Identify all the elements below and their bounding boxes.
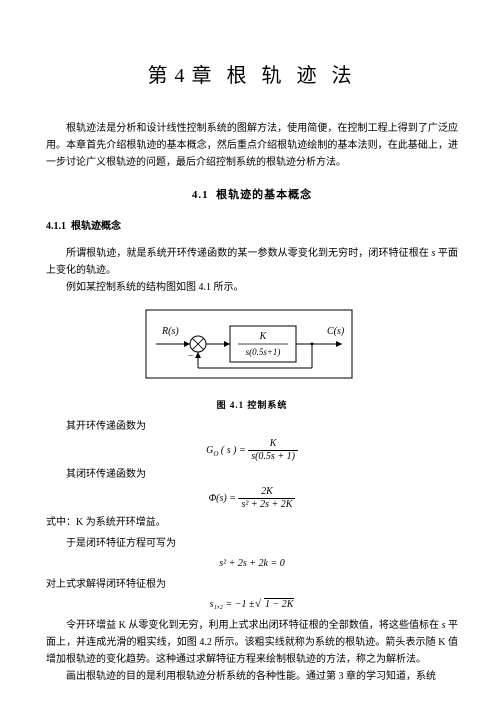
paragraph-2: 例如某控制系统的结构图如图 4.1 所示。: [46, 279, 458, 296]
chapter-title: 第 4 章根 轨 迹 法: [46, 60, 458, 92]
chapter-number: 第 4 章: [148, 65, 213, 87]
block-numerator: K: [259, 331, 268, 342]
paragraph-5: 对上式求解得闭环特征根为: [46, 576, 458, 593]
eq-closed-lhs: Φ(s) =: [209, 493, 236, 504]
eq-closed-num: 2K: [238, 487, 295, 499]
sum-minus: −: [188, 351, 194, 362]
label-closed-loop: 其闭环传递函数为: [46, 466, 458, 483]
eq-char: s² + 2s + 2k = 0: [219, 558, 284, 569]
paragraph-1: 所谓根轨迹，就是系统开环传递函数的某一参数从零变化到无穷时，闭环特征根在 s 平…: [46, 245, 458, 279]
section-title: 4.1 根轨迹的基本概念: [46, 187, 458, 205]
intro-paragraph: 根轨迹法是分析和设计线性控制系统的图解方法，使用简便，在控制工程上得到了广泛应用…: [46, 120, 458, 171]
eq-closed-den: s² + 2s + 2K: [238, 499, 295, 510]
eq-open-den: s(0.5s + 1): [248, 451, 298, 462]
section-number: 4.1: [192, 189, 209, 201]
paragraph-3: 式中：K 为系统开环增益。: [46, 514, 458, 531]
output-label: C(s): [327, 326, 345, 337]
figure-4-1: R(s) − K s(0.5s+1) C(s): [46, 304, 458, 394]
label-open-loop: 其开环传递函数为: [46, 418, 458, 435]
equation-roots: s₁,₂ = −1 ± 1 − 2K: [46, 597, 458, 613]
equation-closed-loop: Φ(s) = 2K s² + 2s + 2K: [46, 487, 458, 510]
equation-characteristic: s² + 2s + 2k = 0: [46, 556, 458, 572]
chapter-name: 根 轨 迹 法: [227, 65, 357, 87]
subsection-name: 根轨迹概念: [71, 221, 121, 232]
paragraph-7: 画出根轨迹的目的是利用根轨迹分析系统的各种性能。通过第 3 章的学习知道，系统: [46, 668, 458, 685]
para1-a: 所谓根轨迹，就是系统开环传递函数的某一参数从零变化到无穷时，闭环特征根在: [66, 248, 429, 259]
para3-text: 式中：K 为系统开环增益。: [46, 517, 166, 528]
paragraph-6: 令开环增益 K 从零变化到无穷，利用上式求出闭环特征根的全部数值，将这些值标在 …: [46, 617, 458, 668]
input-label: R(s): [161, 326, 179, 337]
block-diagram: R(s) − K s(0.5s+1) C(s): [132, 304, 372, 388]
subsection-title: 4.1.1 根轨迹概念: [46, 219, 458, 235]
block-denominator: s(0.5s+1): [246, 347, 281, 357]
eq-root-rad: 1 − 2K: [264, 598, 294, 610]
paragraph-4: 于是闭环特征方程可写为: [46, 535, 458, 552]
eq-open-num: K: [248, 439, 298, 451]
figure-caption: 图 4.1 控制系统: [46, 398, 458, 412]
subsection-number: 4.1.1: [46, 221, 66, 232]
eq-root-lhs: s₁,₂ = −1 ±: [210, 599, 255, 610]
eq-open-arg: ( s ) =: [221, 445, 246, 456]
eq-open-sub: O: [213, 450, 218, 458]
section-name: 根轨迹的基本概念: [216, 189, 312, 201]
para6-a: 令开环增益 K 从零变化到无穷，利用上式求出闭环特征根的全部数值，将这些值标在: [66, 620, 439, 631]
equation-open-loop: GO ( s ) = K s(0.5s + 1): [46, 439, 458, 462]
var-s: s: [429, 248, 438, 259]
